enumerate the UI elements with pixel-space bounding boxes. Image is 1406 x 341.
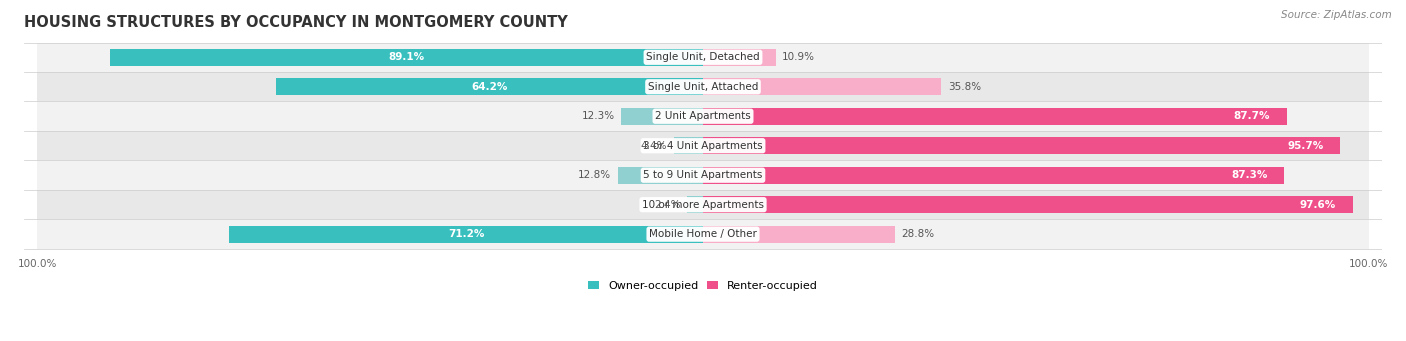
Text: 2.4%: 2.4%: [654, 200, 681, 210]
Text: 10.9%: 10.9%: [782, 52, 815, 62]
Text: 12.8%: 12.8%: [578, 170, 612, 180]
Bar: [276, 78, 703, 95]
Bar: [703, 137, 1340, 154]
Text: 64.2%: 64.2%: [471, 82, 508, 92]
Text: 12.3%: 12.3%: [581, 111, 614, 121]
Bar: [110, 49, 703, 66]
Bar: [229, 226, 703, 243]
Bar: [673, 137, 703, 154]
Text: 89.1%: 89.1%: [388, 52, 425, 62]
Bar: [38, 219, 1368, 249]
Bar: [38, 190, 1368, 219]
Bar: [617, 167, 703, 184]
Text: 5 to 9 Unit Apartments: 5 to 9 Unit Apartments: [644, 170, 762, 180]
Bar: [703, 196, 1353, 213]
Text: 10 or more Apartments: 10 or more Apartments: [643, 200, 763, 210]
Bar: [38, 161, 1368, 190]
Text: 71.2%: 71.2%: [449, 229, 484, 239]
Text: Source: ZipAtlas.com: Source: ZipAtlas.com: [1281, 10, 1392, 20]
Text: 35.8%: 35.8%: [948, 82, 981, 92]
Text: Mobile Home / Other: Mobile Home / Other: [650, 229, 756, 239]
Bar: [38, 102, 1368, 131]
Text: 87.3%: 87.3%: [1232, 170, 1267, 180]
Bar: [38, 43, 1368, 72]
Bar: [38, 131, 1368, 161]
Bar: [703, 167, 1284, 184]
Text: 28.8%: 28.8%: [901, 229, 935, 239]
Bar: [621, 108, 703, 125]
Bar: [703, 108, 1286, 125]
Text: 4.4%: 4.4%: [641, 141, 666, 151]
Text: HOUSING STRUCTURES BY OCCUPANCY IN MONTGOMERY COUNTY: HOUSING STRUCTURES BY OCCUPANCY IN MONTG…: [24, 15, 568, 30]
Text: 97.6%: 97.6%: [1299, 200, 1336, 210]
Text: 3 or 4 Unit Apartments: 3 or 4 Unit Apartments: [643, 141, 763, 151]
Text: Single Unit, Detached: Single Unit, Detached: [647, 52, 759, 62]
Text: 87.7%: 87.7%: [1233, 111, 1270, 121]
Bar: [688, 196, 703, 213]
Text: 95.7%: 95.7%: [1286, 141, 1323, 151]
Bar: [703, 78, 941, 95]
Bar: [38, 72, 1368, 102]
Bar: [703, 49, 776, 66]
Bar: [703, 226, 894, 243]
Legend: Owner-occupied, Renter-occupied: Owner-occupied, Renter-occupied: [583, 276, 823, 295]
Text: Single Unit, Attached: Single Unit, Attached: [648, 82, 758, 92]
Text: 2 Unit Apartments: 2 Unit Apartments: [655, 111, 751, 121]
